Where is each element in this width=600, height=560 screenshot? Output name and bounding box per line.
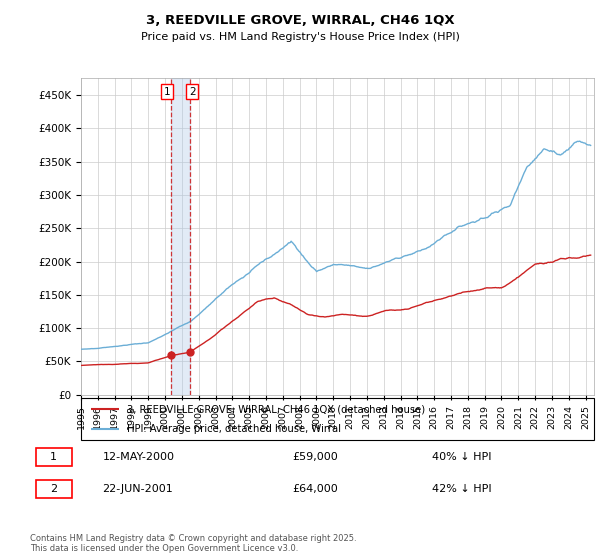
Text: 1: 1: [164, 87, 170, 97]
Text: 1: 1: [50, 451, 57, 461]
Text: 3, REEDVILLE GROVE, WIRRAL, CH46 1QX: 3, REEDVILLE GROVE, WIRRAL, CH46 1QX: [146, 14, 454, 27]
Text: Price paid vs. HM Land Registry's House Price Index (HPI): Price paid vs. HM Land Registry's House …: [140, 32, 460, 42]
Text: 2: 2: [50, 484, 57, 494]
Bar: [35, 447, 72, 465]
Bar: [171, 78, 190, 395]
Text: 2: 2: [189, 87, 196, 97]
Text: 42% ↓ HPI: 42% ↓ HPI: [432, 484, 491, 494]
Text: 40% ↓ HPI: 40% ↓ HPI: [432, 451, 491, 461]
Text: HPI: Average price, detached house, Wirral: HPI: Average price, detached house, Wirr…: [127, 424, 341, 434]
Bar: [35, 480, 72, 498]
Text: 12-MAY-2000: 12-MAY-2000: [103, 451, 175, 461]
Text: 22-JUN-2001: 22-JUN-2001: [103, 484, 173, 494]
Text: Contains HM Land Registry data © Crown copyright and database right 2025.
This d: Contains HM Land Registry data © Crown c…: [30, 534, 356, 553]
Text: 3, REEDVILLE GROVE, WIRRAL, CH46 1QX (detached house): 3, REEDVILLE GROVE, WIRRAL, CH46 1QX (de…: [127, 404, 425, 414]
Text: £64,000: £64,000: [292, 484, 338, 494]
Text: £59,000: £59,000: [292, 451, 338, 461]
